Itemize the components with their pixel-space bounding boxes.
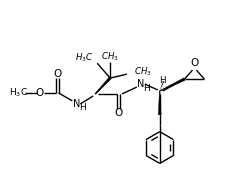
- Text: O: O: [190, 58, 198, 68]
- Text: N: N: [137, 79, 145, 89]
- Text: O: O: [53, 69, 61, 79]
- Polygon shape: [95, 77, 111, 94]
- Text: $H_3C$: $H_3C$: [75, 52, 93, 64]
- Text: $CH_3$: $CH_3$: [101, 51, 119, 64]
- Polygon shape: [158, 91, 161, 115]
- Text: H: H: [143, 84, 150, 93]
- Text: H: H: [79, 103, 86, 112]
- Text: O: O: [36, 88, 44, 98]
- Text: $\mathregular{H_3C}$: $\mathregular{H_3C}$: [9, 87, 28, 99]
- Text: $CH_3$: $CH_3$: [134, 66, 152, 78]
- Text: O: O: [115, 108, 123, 118]
- Polygon shape: [160, 78, 185, 91]
- Text: H: H: [159, 76, 166, 85]
- Text: N: N: [73, 99, 80, 109]
